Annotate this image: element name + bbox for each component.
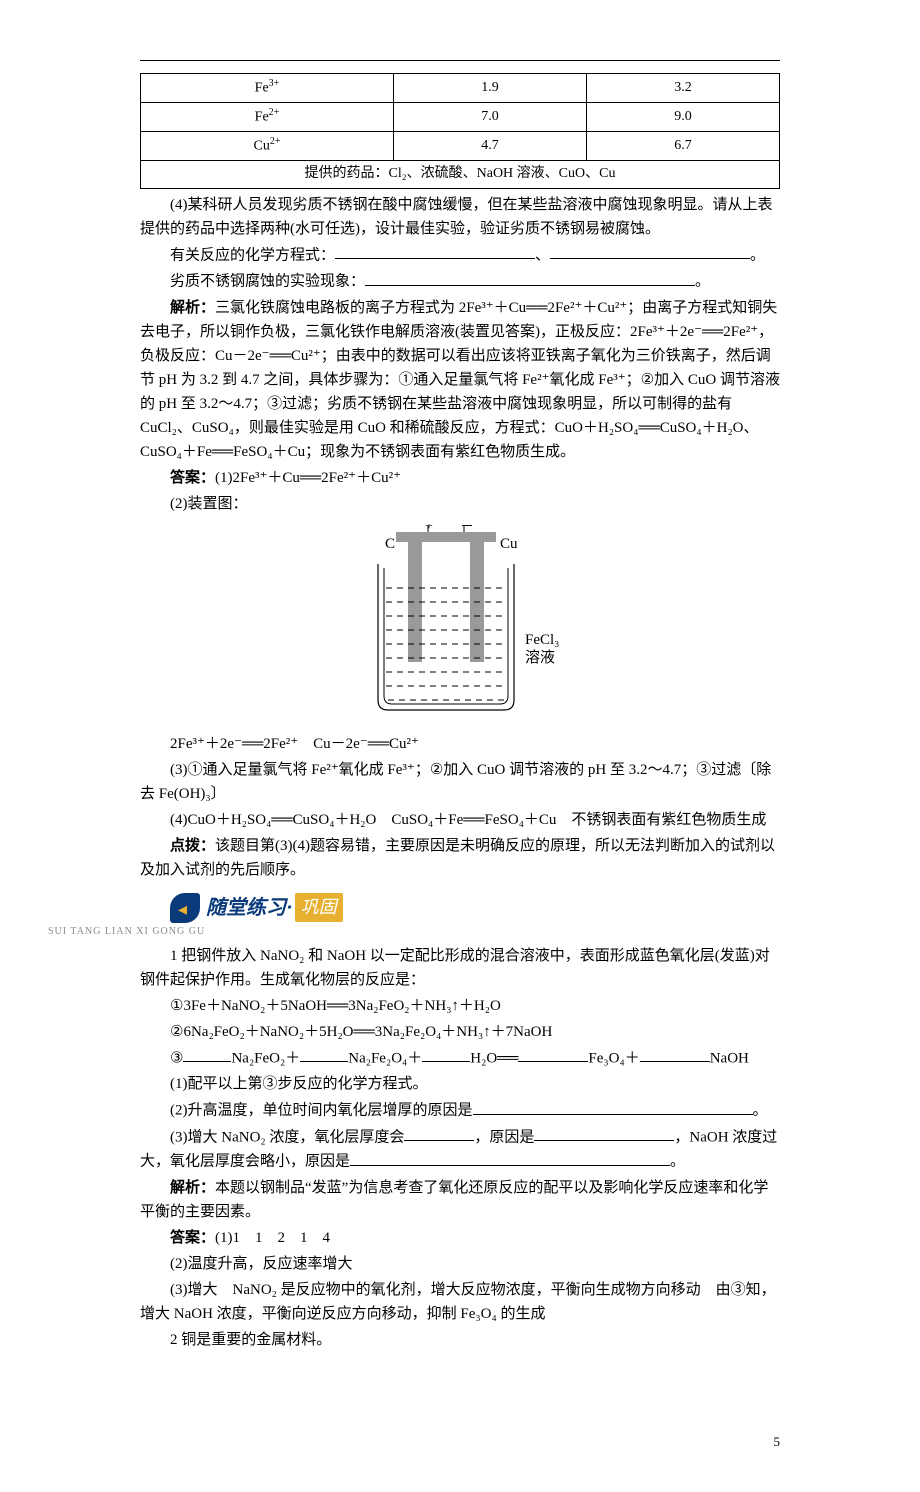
tip-body: 该题目第(3)(4)题容易错，主要原因是未明确反应的原理，所以无法判断加入的试剂…: [140, 838, 775, 878]
blank[interactable]: [404, 1125, 474, 1142]
problem-1-answer-2: (2)温度升高，反应速率增大: [140, 1252, 780, 1276]
ph-end-cell: 3.2: [586, 74, 779, 103]
ph-start-cell: 7.0: [394, 103, 587, 132]
minus-label: －: [460, 524, 474, 535]
problem-2-intro: 2 铜是重要的金属材料。: [140, 1328, 780, 1352]
fecl3-label: FeCl₃: [525, 632, 559, 648]
blank[interactable]: [183, 1046, 231, 1063]
phen-prefix: 劣质不锈钢腐蚀的实验现象：: [170, 274, 365, 290]
answer-label: 答案：: [170, 1230, 215, 1246]
table-footer-row: 提供的药品：Cl₂、浓硫酸、NaOH 溶液、CuO、Cu: [141, 161, 780, 188]
blank[interactable]: [350, 1149, 670, 1166]
ph-start-cell: 4.7: [394, 132, 587, 161]
equation-2: ②6Na₂FeO₂＋NaNO₂＋5H₂O══3Na₂Fe₂O₄＋NH₃↑＋7Na…: [140, 1020, 780, 1044]
blank[interactable]: [640, 1046, 710, 1063]
problem-1-q1: (1)配平以上第③步反应的化学方程式。: [140, 1072, 780, 1096]
problem-1-intro: 1 把钢件放入 NaNO₂ 和 NaOH 以一定配比形成的混合溶液中，表面形成蓝…: [140, 944, 780, 992]
problem-1-q2: (2)升高温度，单位时间内氧化层增厚的原因是。: [140, 1098, 780, 1123]
c-electrode-label: C: [385, 536, 395, 552]
table-row: Cu2+ 4.7 6.7: [141, 132, 780, 161]
q3-mid: ，原因是: [474, 1129, 534, 1145]
solution-label: 溶液: [525, 649, 555, 666]
lid: [396, 532, 496, 542]
section-title: 随堂练习: [206, 892, 286, 924]
page-number: 5: [140, 1432, 780, 1453]
eq3-part: Na₂Fe₂O₄＋: [348, 1050, 422, 1066]
question-4-text: (4)某科研人员发现劣质不锈钢在酸中腐蚀缓慢，但在某些盐溶液中腐蚀现象明显。请从…: [140, 193, 780, 241]
blank[interactable]: [534, 1125, 674, 1142]
eq3-prefix: ③: [170, 1050, 183, 1066]
ion-cell: Fe3+: [141, 74, 394, 103]
answer-1: 答案：(1)2Fe³⁺＋Cu══2Fe²⁺＋Cu²⁺: [140, 466, 780, 490]
eq3-part: Fe₃O₄＋: [588, 1050, 639, 1066]
ion-cell: Fe2+: [141, 103, 394, 132]
eq3-part: NaOH: [710, 1050, 749, 1066]
blank[interactable]: [518, 1046, 588, 1063]
problem-1-answer-1: 答案：(1)1 1 2 1 4: [140, 1226, 780, 1250]
analysis-label: 解析：: [170, 300, 215, 316]
analysis-body: 三氯化铁腐蚀电路板的离子方程式为 2Fe³⁺＋Cu══2Fe²⁺＋Cu²⁺；由离…: [140, 300, 780, 460]
electrolysis-figure: + － C Cu FeCl₃ 溶液: [140, 524, 780, 724]
answer-1-text: (1)2Fe³⁺＋Cu══2Fe²⁺＋Cu²⁺: [215, 470, 401, 486]
answer-text: (1)1 1 2 1 4: [215, 1230, 330, 1246]
eq-prefix: 有关反应的化学方程式：: [170, 247, 335, 263]
eq3-part: Na₂FeO₂＋: [231, 1050, 300, 1066]
blank[interactable]: [473, 1098, 753, 1115]
blank[interactable]: [335, 243, 535, 260]
answer-3: (3)①通入足量氯气将 Fe²⁺氧化成 Fe³⁺；②加入 CuO 调节溶液的 p…: [140, 758, 780, 806]
equation-1: ①3Fe＋NaNO₂＋5NaOH══3Na₂FeO₂＋NH₃↑＋H₂O: [140, 994, 780, 1018]
section-pinyin: SUI TANG LIAN XI GONG GU: [0, 924, 780, 940]
q3-prefix: (3)增大 NaNO₂ 浓度，氧化层厚度会: [170, 1129, 404, 1145]
ion-cell: Cu2+: [141, 132, 394, 161]
table-row: Fe2+ 7.0 9.0: [141, 103, 780, 132]
ph-end-cell: 9.0: [586, 103, 779, 132]
eq3-part: H₂O══: [470, 1050, 518, 1066]
analysis-body: 本题以钢制品“发蓝”为信息考查了氧化还原反应的配平以及影响化学反应速率和化学平衡…: [140, 1180, 768, 1220]
top-horizontal-rule: [140, 60, 780, 61]
ion-ph-table: Fe3+ 1.9 3.2 Fe2+ 7.0 9.0 Cu2+ 4.7 6.7 提…: [140, 73, 780, 189]
table-body: Fe3+ 1.9 3.2 Fe2+ 7.0 9.0 Cu2+ 4.7 6.7 提…: [141, 74, 780, 189]
analysis-label: 解析：: [170, 1180, 215, 1196]
dot: ·: [286, 892, 293, 924]
blank[interactable]: [300, 1046, 348, 1063]
answer-2-equations: 2Fe³⁺＋2e⁻══2Fe²⁺ Cu－2e⁻══Cu²⁺: [140, 732, 780, 756]
tip-label: 点拨：: [170, 838, 215, 854]
answer-label: 答案：: [170, 470, 215, 486]
blank[interactable]: [365, 269, 695, 286]
table-footer: 提供的药品：Cl₂、浓硫酸、NaOH 溶液、CuO、Cu: [141, 161, 780, 188]
problem-1-q3: (3)增大 NaNO₂ 浓度，氧化层厚度会，原因是，NaOH 浓度过大，氧化层厚…: [140, 1125, 780, 1174]
tip-paragraph: 点拨：该题目第(3)(4)题容易错，主要原因是未明确反应的原理，所以无法判断加入…: [140, 834, 780, 882]
cu-electrode-label: Cu: [500, 536, 518, 552]
analysis-paragraph: 解析：三氯化铁腐蚀电路板的离子方程式为 2Fe³⁺＋Cu══2Fe²⁺＋Cu²⁺…: [140, 296, 780, 464]
solution-lines: [386, 588, 506, 700]
answer-2-label: (2)装置图：: [140, 492, 780, 516]
section-header: 随堂练习 · 巩固: [170, 892, 780, 924]
blank[interactable]: [422, 1046, 470, 1063]
question-4-phenomenon-line: 劣质不锈钢腐蚀的实验现象：。: [140, 269, 780, 294]
answer-4: (4)CuO＋H₂SO₄══CuSO₄＋H₂O CuSO₄＋Fe══FeSO₄＋…: [140, 808, 780, 832]
ph-end-cell: 6.7: [586, 132, 779, 161]
section-title-orange: 巩固: [295, 893, 343, 922]
beaker-outline: [378, 564, 514, 710]
equation-3: ③ Na₂FeO₂＋ Na₂Fe₂O₄＋ H₂O══ Fe₃O₄＋ NaOH: [140, 1046, 780, 1071]
problem-1-analysis: 解析：本题以钢制品“发蓝”为信息考查了氧化还原反应的配平以及影响化学反应速率和化…: [140, 1176, 780, 1224]
blank[interactable]: [550, 243, 750, 260]
section-icon: [170, 893, 200, 923]
ph-start-cell: 1.9: [394, 74, 587, 103]
electrolysis-svg: + － C Cu FeCl₃ 溶液: [330, 524, 590, 724]
table-row: Fe3+ 1.9 3.2: [141, 74, 780, 103]
question-4-equation-line: 有关反应的化学方程式：、。: [140, 243, 780, 268]
q2-prefix: (2)升高温度，单位时间内氧化层增厚的原因是: [170, 1103, 473, 1119]
plus-label: +: [425, 524, 433, 534]
